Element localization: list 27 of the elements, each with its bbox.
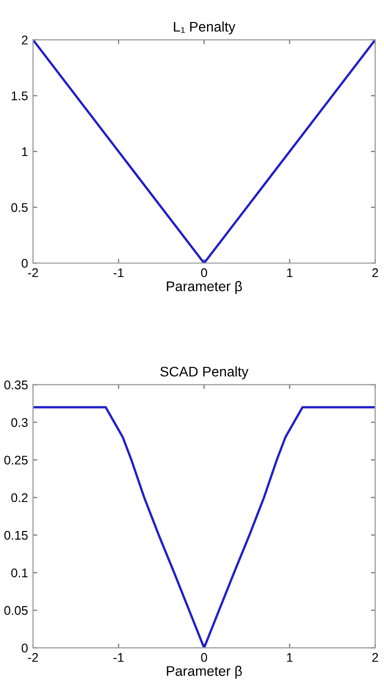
y-tick-label: 0.1	[11, 568, 28, 578]
y-tick-label: 1	[22, 147, 28, 156]
x-tick-label: -1	[114, 268, 124, 278]
x-tick-label: -2	[28, 653, 38, 662]
x-tick-label: 1	[287, 268, 292, 278]
x-tick-label: -2	[28, 268, 38, 278]
y-tick-label: 0.05	[4, 606, 28, 615]
y-tick-label: 0	[22, 644, 28, 652]
y-tick-label: 0.2	[11, 493, 28, 502]
x-tick-label: 2	[372, 268, 378, 278]
chart-title: L₁ Penalty	[174, 21, 236, 34]
y-tick-label: 0	[22, 258, 28, 268]
x-tick-label: 2	[372, 653, 378, 662]
x-axis-title: Parameter β	[166, 666, 242, 679]
x-tick-label: 1	[287, 653, 292, 662]
y-tick-label: 0.15	[4, 530, 28, 540]
x-tick-label: 0	[201, 653, 208, 662]
y-tick-label: 2	[22, 36, 28, 44]
y-tick-label: 0.5	[11, 203, 28, 212]
x-tick-label: -1	[114, 653, 124, 662]
y-tick-label: 0.3	[11, 418, 28, 427]
chart-title: SCAD Penalty	[160, 366, 248, 380]
x-axis-title: Parameter β	[166, 281, 242, 294]
y-tick-label: 0.25	[4, 456, 28, 465]
y-tick-label: 1.5	[12, 92, 28, 100]
y-tick-label: 0.35	[4, 380, 28, 390]
x-tick-label: 0	[201, 268, 208, 278]
